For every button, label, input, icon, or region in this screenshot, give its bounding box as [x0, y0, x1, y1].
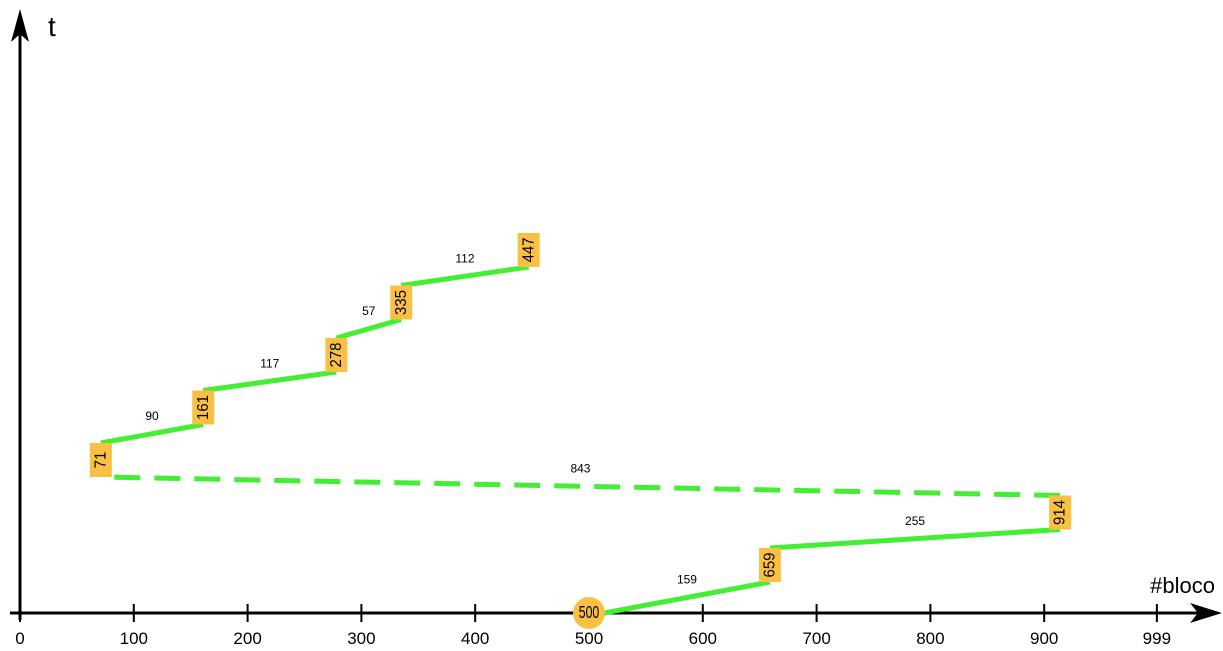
y-axis-arrowhead [11, 9, 29, 42]
y-axis-title: t [48, 11, 56, 42]
nodes: 500 659 914 71 161 278 335 447 [89, 233, 1072, 629]
x-tick-label: 999 [1143, 629, 1171, 648]
block-node-label: 71 [92, 452, 109, 469]
block-node [758, 548, 781, 582]
block-node-label: 278 [328, 342, 345, 367]
x-tick-label: 500 [575, 629, 603, 648]
block-node [1049, 495, 1072, 530]
x-tick-label: 200 [233, 629, 261, 648]
seek-segment [769, 527, 1061, 551]
seek-segment [603, 579, 771, 616]
x-tick-label: 0 [15, 629, 24, 648]
x-tick-label: 800 [916, 629, 944, 648]
distance-label: 57 [362, 304, 376, 318]
x-tick-label: 400 [461, 629, 489, 648]
x-tick-label: 900 [1030, 629, 1058, 648]
start-node [573, 597, 605, 629]
seek-segment [202, 369, 337, 393]
block-node-label: 914 [1051, 500, 1068, 525]
block-node-label: 161 [195, 395, 212, 420]
block-node-label: 447 [520, 237, 537, 262]
seek-segment [100, 474, 1061, 498]
seek-segment [100, 422, 204, 446]
block-node [517, 233, 540, 267]
seek-segment [335, 317, 402, 341]
distance-label: 117 [260, 356, 279, 370]
x-axis-arrowhead [1190, 603, 1222, 623]
distance-label: 255 [905, 514, 925, 528]
x-tick-label: 600 [689, 629, 717, 648]
x-tick-label: 300 [347, 629, 375, 648]
x-tick-label: 700 [802, 629, 830, 648]
block-node [192, 390, 215, 425]
block-node [325, 338, 348, 372]
x-ticks: 0 100 200 300 400 500 600 700 800 900 999 [15, 604, 1171, 648]
start-node-label: 500 [579, 603, 600, 623]
y-axis: t [11, 9, 56, 620]
seek-segment [400, 264, 530, 288]
block-node [89, 443, 112, 477]
x-tick-label: 100 [120, 629, 148, 648]
distance-label: 159 [677, 573, 697, 587]
block-node-label: 659 [761, 552, 778, 577]
distance-label: 90 [145, 409, 159, 423]
x-axis-title: #bloco [1150, 573, 1215, 598]
block-node [390, 285, 413, 320]
block-node-label: 335 [393, 290, 410, 315]
distance-label: 843 [570, 461, 590, 475]
segments: 159 255 843 90 117 57 112 [100, 251, 1061, 616]
distance-label: 112 [455, 251, 474, 265]
x-axis: 0 100 200 300 400 500 600 700 800 900 999 #bloco [10, 573, 1222, 648]
